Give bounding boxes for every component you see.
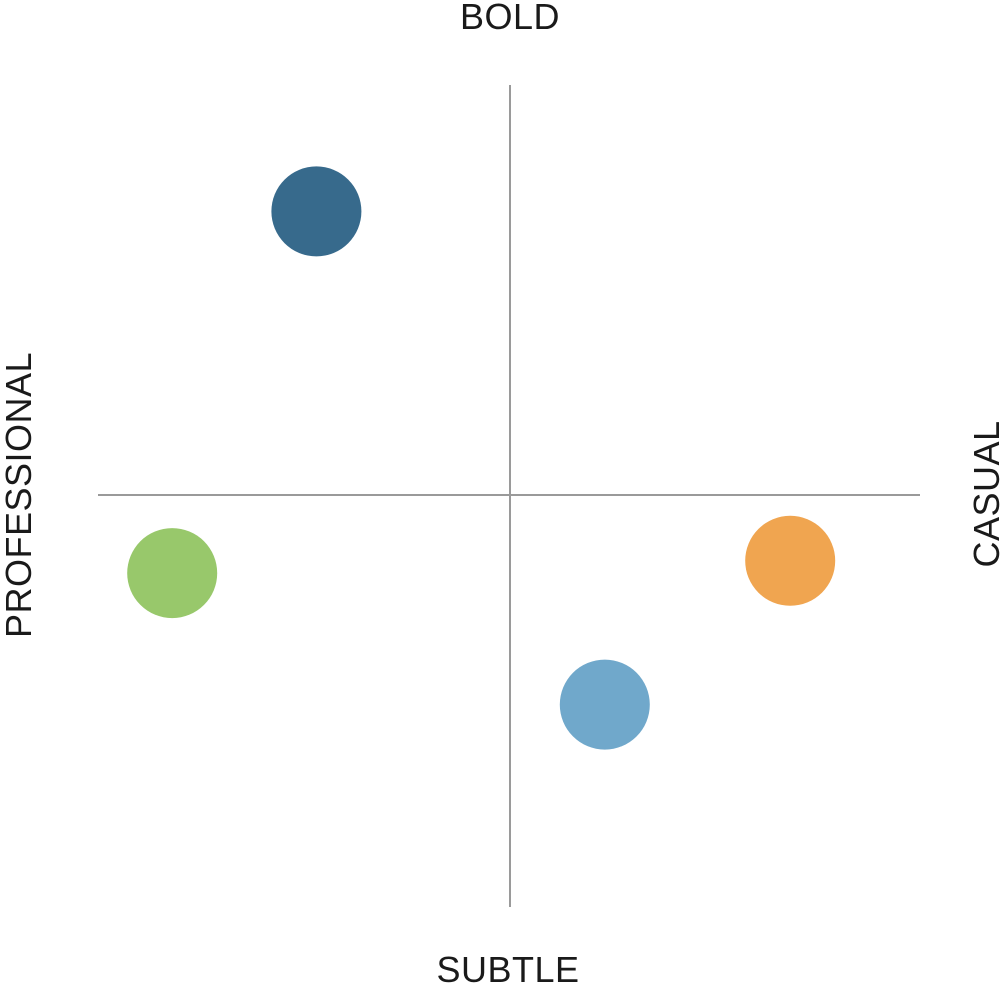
data-point-3 [745, 515, 836, 606]
data-point-4 [559, 659, 650, 750]
data-point-1 [271, 166, 362, 257]
axis-label-right: CASUAL [966, 420, 1000, 567]
axis-label-bottom: SUBTLE [436, 949, 579, 985]
data-point-2 [127, 528, 218, 619]
axis-label-top: BOLD [460, 0, 560, 37]
axis-label-left: PROFESSIONAL [0, 352, 39, 638]
data-points [127, 166, 836, 750]
